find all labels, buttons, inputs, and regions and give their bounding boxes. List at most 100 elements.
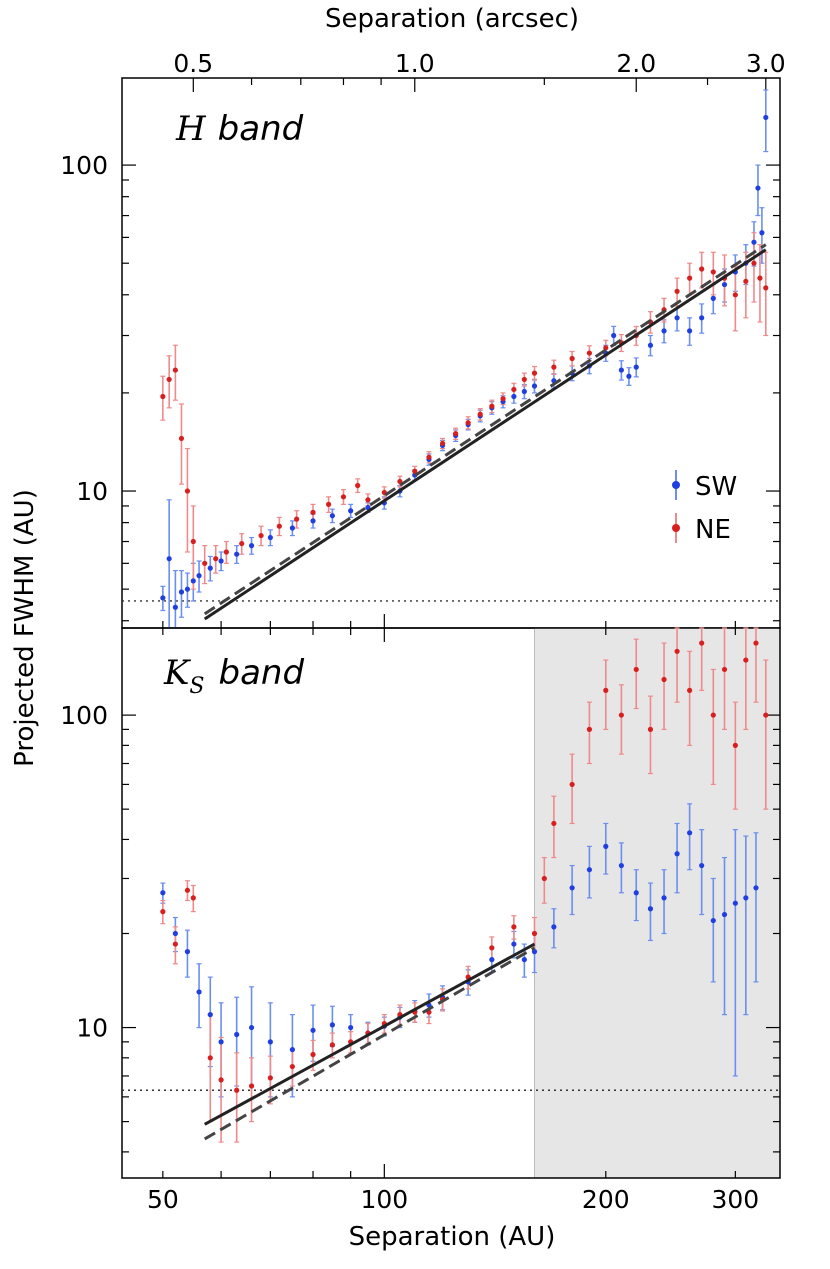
ne-point: [618, 712, 624, 718]
ne-point: [687, 687, 693, 693]
bottom-xtick-label-2: 200: [582, 1185, 630, 1214]
ne-point: [166, 376, 172, 383]
sw-point: [710, 295, 716, 301]
ne-point: [674, 288, 680, 294]
ne-point: [763, 285, 769, 291]
ne-point: [743, 278, 749, 284]
sw-point: [267, 534, 273, 541]
sw-point: [661, 895, 667, 901]
sw-point: [763, 114, 769, 121]
legend-ne-marker: [672, 524, 680, 532]
ne-point: [267, 1075, 273, 1081]
sw-point: [531, 383, 538, 389]
sw-point: [699, 315, 705, 321]
ne-point: [207, 1055, 213, 1061]
ne-point: [329, 1042, 335, 1048]
sw-point: [603, 843, 609, 849]
ne-point: [633, 666, 639, 673]
bottom-xtick-label-3: 300: [711, 1185, 759, 1214]
bottom-data-points: [160, 640, 769, 1093]
ne-point: [500, 396, 506, 402]
sw-point: [732, 900, 738, 906]
ne-point: [340, 494, 347, 500]
sw-point: [647, 906, 654, 912]
sw-point: [743, 895, 749, 901]
ne-point: [489, 403, 495, 409]
ne-point: [439, 440, 446, 447]
ne-point: [551, 364, 557, 370]
ne-point: [699, 640, 705, 646]
ne-point: [310, 509, 316, 515]
bottom-panel-frame: [121, 627, 781, 1179]
ne-point: [160, 393, 166, 400]
ne-point: [586, 726, 593, 732]
sw-point: [489, 957, 495, 963]
bottom-xtick-label-1: 100: [360, 1185, 408, 1214]
sw-point: [196, 989, 202, 995]
sw-point: [160, 595, 166, 601]
ne-point: [710, 712, 716, 718]
sw-point: [218, 558, 224, 564]
bottom-ytick-label-1: 100: [60, 701, 108, 730]
ne-point: [289, 1063, 295, 1070]
top-band-word: band: [218, 109, 304, 149]
sw-point: [721, 911, 728, 918]
ne-point: [721, 666, 728, 673]
ne-point: [184, 887, 191, 893]
ne-point: [531, 370, 538, 376]
sw-point: [218, 1039, 224, 1045]
ne-point: [184, 488, 191, 494]
ne-point: [541, 875, 547, 882]
sw-point: [551, 924, 557, 930]
sw-point: [348, 508, 354, 514]
ne-point: [426, 454, 432, 460]
fit-line-solid: [203, 248, 767, 621]
ne-point: [190, 538, 196, 545]
ne-point: [674, 648, 680, 654]
fit-line-dashed: [203, 243, 767, 616]
sw-point: [207, 565, 213, 571]
ne-point: [365, 497, 371, 503]
top-panel-frame: [121, 77, 781, 629]
ne-point: [453, 431, 459, 437]
shaded-region: [534, 628, 780, 1178]
ne-point: [234, 1087, 240, 1093]
sw-point: [521, 388, 527, 395]
sw-point: [172, 930, 178, 937]
sw-point: [289, 1047, 295, 1053]
sw-point: [721, 281, 728, 288]
ne-point: [310, 1051, 316, 1058]
sw-point: [365, 504, 371, 511]
ne-point: [699, 266, 705, 272]
sw-point: [310, 518, 316, 524]
sw-point: [687, 830, 693, 836]
sw-point: [647, 342, 654, 348]
ne-point: [294, 516, 300, 522]
sw-point: [267, 1039, 273, 1045]
ne-point: [465, 420, 471, 426]
ne-point: [326, 501, 332, 507]
ne-point: [276, 523, 282, 529]
legend-sw-label: SW: [695, 472, 737, 502]
legend: SW NE: [672, 470, 737, 545]
sw-point: [234, 1031, 240, 1038]
legend-sw-marker: [672, 481, 680, 489]
ne-point: [511, 924, 517, 930]
ne-point: [218, 1077, 224, 1083]
top-fit-lines: [203, 243, 767, 621]
top-axis-tick-label-2: 2.0: [616, 49, 656, 78]
bottom-panel-shade: [533, 628, 780, 1178]
ne-point: [412, 468, 418, 474]
sw-point: [611, 332, 617, 339]
ne-point: [190, 895, 196, 901]
bottom-band-math: K: [163, 653, 192, 693]
bottom-panel-ytick-labels: 10 100: [60, 701, 108, 1042]
ne-point: [751, 260, 757, 266]
sw-point: [329, 1022, 335, 1028]
ne-point: [178, 435, 185, 442]
sw-point: [586, 867, 593, 873]
ne-point: [239, 540, 245, 547]
sw-point: [759, 230, 765, 236]
